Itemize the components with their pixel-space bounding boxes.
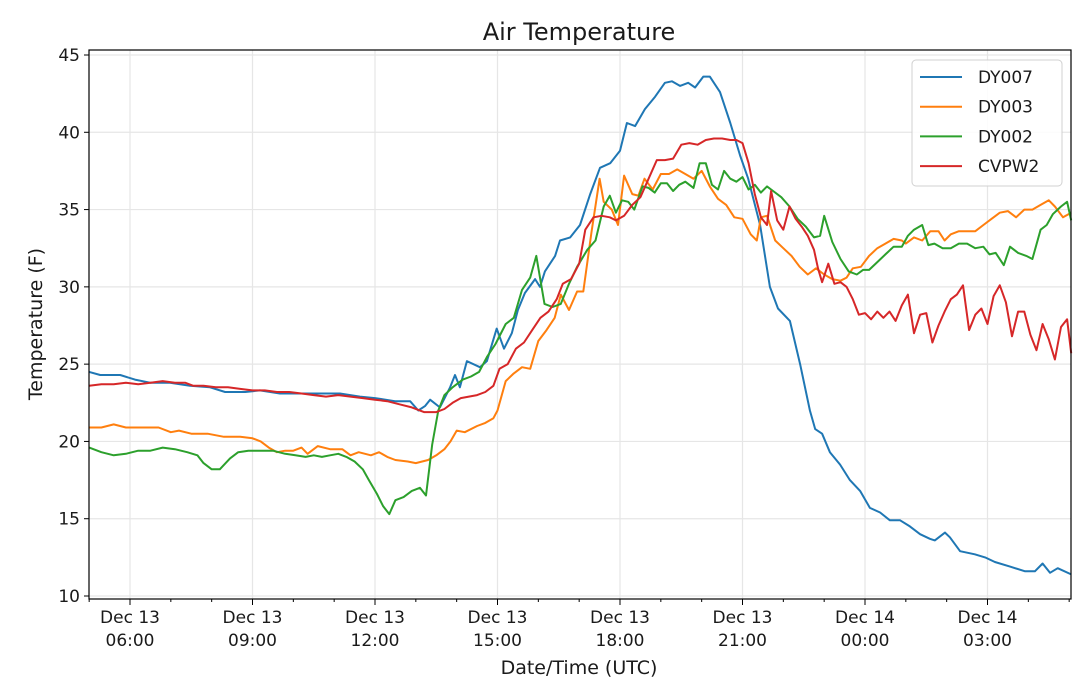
x-axis-label: Date/Time (UTC) bbox=[501, 657, 658, 679]
x-tick-label-date: Dec 13 bbox=[345, 608, 405, 628]
x-tick-label-date: Dec 13 bbox=[223, 608, 283, 628]
y-tick-label: 25 bbox=[58, 355, 80, 375]
legend-label-dy007: DY007 bbox=[978, 68, 1033, 88]
legend-label-dy002: DY002 bbox=[978, 127, 1033, 147]
x-tick-label-time: 21:00 bbox=[718, 631, 767, 651]
y-axis: 10 15 20 25 30 35 40 45 bbox=[58, 46, 89, 607]
legend: DY007 DY003 DY002 CVPW2 bbox=[911, 59, 1063, 187]
x-tick-label-date: Dec 14 bbox=[958, 608, 1018, 628]
y-tick-label: 45 bbox=[58, 46, 80, 66]
x-tick-label-time: 18:00 bbox=[596, 631, 645, 651]
x-axis: Dec 13 06:00 Dec 13 09:00 Dec 13 12:00 Dec 13 1… bbox=[88, 599, 1070, 651]
y-tick-label: 20 bbox=[58, 432, 80, 452]
x-tick-label-date: Dec 13 bbox=[590, 608, 650, 628]
x-tick-label-date: Dec 13 bbox=[100, 608, 160, 628]
x-tick-label-date: Dec 13 bbox=[713, 608, 773, 628]
legend-label-cvpw2: CVPW2 bbox=[978, 157, 1039, 177]
x-tick-label-time: 09:00 bbox=[228, 631, 277, 651]
x-tick-label-time: 12:00 bbox=[351, 631, 400, 651]
x-tick-label-time: 03:00 bbox=[963, 631, 1012, 651]
x-tick-label-time: 15:00 bbox=[473, 631, 522, 651]
legend-box bbox=[911, 59, 1063, 187]
y-tick-label: 15 bbox=[58, 510, 80, 530]
x-tick-label-date: Dec 13 bbox=[468, 608, 528, 628]
grid bbox=[89, 50, 1071, 599]
x-tick-label-time: 06:00 bbox=[106, 631, 155, 651]
y-tick-label: 35 bbox=[58, 201, 80, 221]
x-tick-label-time: 00:00 bbox=[841, 631, 890, 651]
series-line-cvpw2 bbox=[89, 137, 1073, 414]
series-line-dy002 bbox=[88, 162, 1073, 516]
legend-label-dy003: DY003 bbox=[978, 98, 1033, 118]
chart-title: Air Temperature bbox=[483, 18, 676, 46]
x-tick-label-date: Dec 14 bbox=[835, 608, 895, 628]
plot-frame bbox=[88, 49, 1072, 600]
series-line-dy003 bbox=[89, 168, 1072, 465]
y-tick-label: 30 bbox=[58, 278, 80, 298]
y-tick-label: 40 bbox=[58, 123, 80, 143]
y-axis-label: Temperature (F) bbox=[25, 248, 47, 401]
series-group bbox=[88, 75, 1073, 576]
y-tick-label: 10 bbox=[58, 587, 80, 607]
series-line-dy007 bbox=[88, 75, 1072, 576]
